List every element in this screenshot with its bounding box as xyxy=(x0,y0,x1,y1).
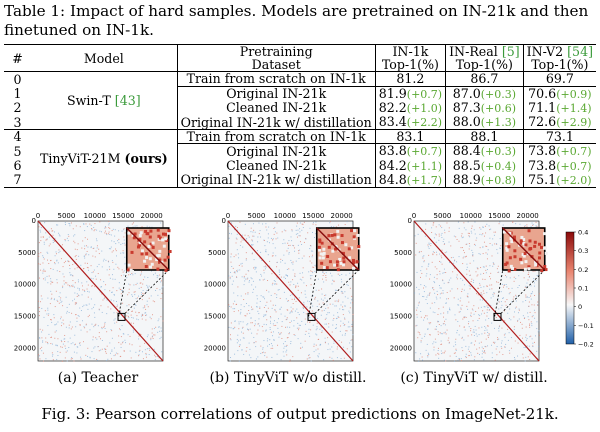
axis-tick-left: 15000 xyxy=(14,312,36,320)
table-row: 3 Original IN-21k w/ distillation 83.4(+… xyxy=(13,114,592,130)
heatmap-wo-distill: 0 5000 10000 15000 20000 0 5000 10000 15000 20000 xyxy=(204,212,361,362)
colorbar-tick: 0.3 xyxy=(578,247,588,255)
axis-tick-top: 15000 xyxy=(488,212,510,220)
colorbar-tick: 0.1 xyxy=(578,285,588,293)
axis-tick-top: 0 xyxy=(226,212,230,220)
model-tinyvit: TinyViT-21M (ours) xyxy=(30,129,178,188)
subcaption-b: (b) TinyViT w/o distill. xyxy=(209,370,367,386)
axis-tick-left: 10000 xyxy=(14,281,36,289)
axis-tick-left: 5000 xyxy=(208,249,226,257)
table-header-row-2: Dataset Top-1(%) Top-1(%) Top-1(%) xyxy=(4,58,596,72)
colorbar-tick: −0.1 xyxy=(578,322,594,330)
header-pretraining: Pretraining xyxy=(177,44,376,59)
subcaption-a: (a) Teacher xyxy=(57,370,139,386)
header-inreal: IN-Real [5] xyxy=(445,44,524,59)
figure-caption: Fig. 3: Pearson correlations of output p… xyxy=(41,405,559,423)
header-in1k: IN-1k xyxy=(375,44,447,59)
axis-tick-top: 10000 xyxy=(84,212,106,220)
results-table: # Model Pretraining IN-1k IN-Real [5] IN… xyxy=(4,44,596,188)
header-num: # xyxy=(12,50,23,66)
colorbar: 0.4 0.3 0.2 0.1 0 −0.1 −0.2 xyxy=(565,230,594,349)
axis-tick-left: 20000 xyxy=(390,344,412,352)
axis-tick-top: 20000 xyxy=(330,212,352,220)
table-row: 1 Original IN-21k 81.9(+0.7) 87.0(+0.3) … xyxy=(4,85,596,101)
model-swin: Swin-T [43] xyxy=(30,71,178,130)
table-row: 2 Cleaned IN-21k 82.2(+1.0) 87.3(+0.6) 7… xyxy=(13,99,592,116)
colorbar-tick: 0.2 xyxy=(578,266,588,274)
header-top1-c: Top-1(%) xyxy=(531,57,589,73)
axis-tick-left: 20000 xyxy=(204,344,226,352)
heatmap-panel-teacher: 0 5000 10000 15000 20000 0 5000 10000 15000 20000… xyxy=(8,209,188,399)
axis-tick-left: 5000 xyxy=(394,249,412,257)
axis-tick-top: 5000 xyxy=(433,212,451,220)
header-top1-a: Top-1(%) xyxy=(375,58,447,72)
table-caption: Table 1: Impact of hard samples. Models … xyxy=(4,2,589,39)
axis-tick-left: 0 xyxy=(32,217,36,225)
axis-tick-left: 15000 xyxy=(390,312,412,320)
axis-tick-left: 20000 xyxy=(14,344,36,352)
header-top1-b: Top-1(%) xyxy=(445,58,524,72)
header-inv2: IN-V2 [54] xyxy=(526,44,593,59)
colorbar-tick: 0.4 xyxy=(578,230,588,237)
axis-tick-left: 5000 xyxy=(18,249,36,257)
axis-tick-top: 10000 xyxy=(274,212,296,220)
heatmap-panel-wo-distill: 0 5000 10000 15000 20000 0 5000 10000 15000 20000… xyxy=(198,209,378,399)
axis-tick-top: 5000 xyxy=(247,212,265,220)
heatmap-teacher: 0 5000 10000 15000 20000 0 5000 10000 15000 20000 xyxy=(14,212,172,362)
axis-tick-left: 0 xyxy=(222,217,226,225)
colorbar-tick: −0.2 xyxy=(578,341,594,349)
axis-tick-top: 15000 xyxy=(302,212,324,220)
subcaption-c: (c) TinyViT w/ distill. xyxy=(400,370,548,386)
header-dataset: Dataset xyxy=(177,58,376,72)
table-row: 6 Cleaned IN-21k 84.2(+1.1) 88.5(+0.4) 7… xyxy=(13,157,592,174)
table-header-row: # Model Pretraining IN-1k IN-Real [5] IN… xyxy=(4,44,596,72)
axis-tick-top: 0 xyxy=(412,212,416,220)
figure-heatmaps: 0 5000 10000 15000 20000 0 5000 10000 15000 20000… xyxy=(0,209,600,399)
axis-tick-left: 0 xyxy=(408,217,412,225)
axis-tick-top: 0 xyxy=(36,212,40,220)
table-row: 4 TinyViT-21M (ours) Train from scratch … xyxy=(4,129,596,188)
axis-tick-left: 15000 xyxy=(204,312,226,320)
header-model: Model xyxy=(30,44,178,72)
heatmap-w-distill: 0 5000 10000 15000 20000 0 5000 10000 15000 20000 xyxy=(390,212,548,362)
table-row: 0 Swin-T [43] Train from scratch on IN-1… xyxy=(4,71,596,130)
table-row: 7 Original IN-21k w/ distillation 84.8(+… xyxy=(4,173,596,188)
colorbar-tick: 0 xyxy=(578,303,582,311)
axis-tick-left: 10000 xyxy=(204,281,226,289)
heatmap-panel-w-distill: 0 5000 10000 15000 20000 0 5000 10000 15000 20000… xyxy=(384,209,564,399)
axis-tick-top: 20000 xyxy=(516,212,538,220)
table-row: 5 Original IN-21k 83.8(+0.7) 88.4(+0.3) … xyxy=(4,143,596,159)
axis-tick-top: 15000 xyxy=(112,212,134,220)
axis-tick-top: 10000 xyxy=(460,212,482,220)
axis-tick-top: 20000 xyxy=(140,212,162,220)
axis-tick-left: 10000 xyxy=(390,281,412,289)
axis-tick-top: 5000 xyxy=(57,212,75,220)
